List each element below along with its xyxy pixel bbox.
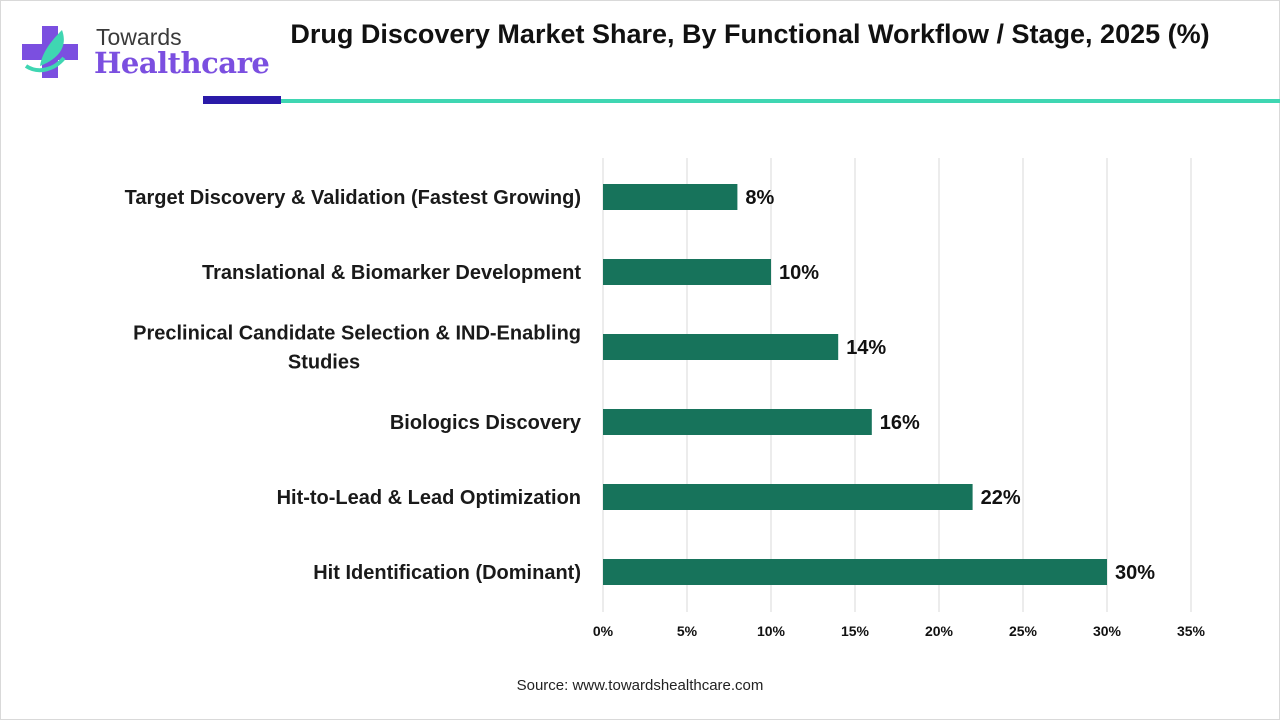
category-label: Biologics Discovery bbox=[390, 412, 582, 434]
category-label: Studies bbox=[288, 352, 360, 374]
category-label: Target Discovery & Validation (Fastest G… bbox=[125, 187, 581, 209]
chart-title: Drug Discovery Market Share, By Function… bbox=[290, 19, 1210, 49]
bar bbox=[603, 559, 1107, 585]
bar bbox=[603, 334, 839, 360]
x-tick-label: 25% bbox=[1009, 623, 1038, 639]
data-label: 22% bbox=[981, 487, 1021, 509]
category-label: Hit Identification (Dominant) bbox=[313, 562, 581, 584]
x-tick-label: 35% bbox=[1177, 623, 1206, 639]
brand-logo: Towards Healthcare bbox=[20, 22, 270, 82]
x-tick-label: 5% bbox=[677, 623, 698, 639]
category-label: Translational & Biomarker Development bbox=[202, 262, 581, 284]
header-divider-dark bbox=[203, 96, 281, 104]
data-label: 10% bbox=[779, 262, 819, 284]
x-tick-label: 15% bbox=[841, 623, 870, 639]
x-tick-label: 10% bbox=[757, 623, 786, 639]
category-label: Hit-to-Lead & Lead Optimization bbox=[277, 487, 581, 509]
source-note: Source: www.towardshealthcare.com bbox=[516, 677, 764, 694]
data-label: 16% bbox=[880, 412, 920, 434]
bar bbox=[603, 259, 771, 285]
logo-text-towards: Towards bbox=[96, 24, 182, 50]
cross-leaf-icon bbox=[22, 26, 78, 78]
bar bbox=[603, 184, 738, 210]
category-label: Preclinical Candidate Selection & IND-En… bbox=[133, 323, 581, 345]
header-divider-teal bbox=[281, 99, 1280, 103]
data-label: 30% bbox=[1115, 562, 1155, 584]
x-tick-label: 20% bbox=[925, 623, 954, 639]
data-label: 8% bbox=[745, 187, 774, 209]
bar bbox=[603, 484, 973, 510]
x-tick-label: 0% bbox=[593, 623, 614, 639]
data-label: 14% bbox=[846, 337, 886, 359]
logo-text-healthcare: Healthcare bbox=[94, 46, 270, 80]
x-tick-label: 30% bbox=[1093, 623, 1122, 639]
bar bbox=[603, 409, 872, 435]
